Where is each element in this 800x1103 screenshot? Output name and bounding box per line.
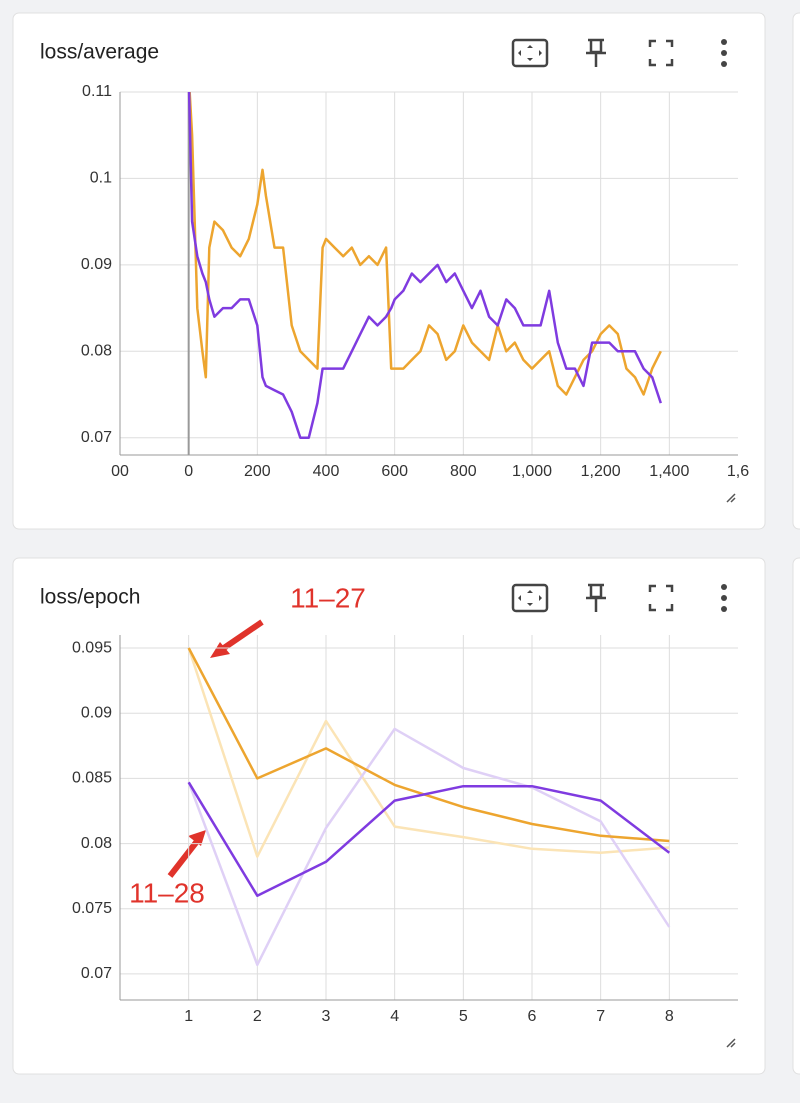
y-tick-label: 0.07 [81,429,112,446]
arrow-head [210,642,230,658]
series-line [187,781,671,897]
card-edge [792,12,800,530]
x-tick-label: 00 [111,463,129,480]
resize-handle[interactable] [726,493,736,503]
arrow-head [188,830,206,846]
x-tick-label: 5 [459,1008,468,1025]
x-tick-label: 800 [450,463,477,480]
fit-domain-button[interactable] [511,38,549,68]
y-tick-label: 0.095 [72,639,112,656]
series-group [187,647,671,967]
menu-button[interactable] [721,584,727,612]
series-line [187,647,670,843]
toolbar[interactable] [511,583,727,613]
x-tick-label: 8 [665,1008,674,1025]
menu-button[interactable] [721,39,727,67]
y-tick-label: 0.08 [81,835,112,852]
y-tick-label: 0.08 [81,343,112,360]
y-tick-label: 0.09 [81,704,112,721]
arrow [167,838,201,878]
pin-button[interactable] [586,38,606,67]
x-tick-label: 1,000 [512,463,552,480]
arrow [216,619,264,655]
y-tick-label: 0.11 [82,83,112,100]
x-tick-label: 200 [244,463,271,480]
fullscreen-button[interactable] [648,39,674,67]
y-tick-label: 0.085 [72,770,112,787]
series-line [187,647,670,858]
annotation: 11–27 [290,582,366,613]
x-tick-label: 6 [528,1008,537,1025]
y-tick-label: 0.09 [81,256,112,273]
series-group [187,92,662,439]
x-tick-label: 1,6 [727,463,749,480]
pin-button[interactable] [586,583,606,612]
card-edge [792,557,800,1075]
series-line [188,92,662,396]
toolbar[interactable] [511,38,727,68]
annotation: 11–28 [129,877,205,908]
x-tick-label: 2 [253,1008,262,1025]
x-tick-label: 4 [390,1008,399,1025]
x-tick-label: 0 [184,463,193,480]
series-line [187,727,671,967]
series-line [187,92,662,439]
x-tick-label: 1 [184,1008,193,1025]
x-tick-label: 3 [322,1008,331,1025]
x-tick-label: 400 [313,463,340,480]
x-tick-label: 1,200 [581,463,621,480]
y-tick-label: 0.075 [72,900,112,917]
fullscreen-button[interactable] [648,584,674,612]
x-tick-label: 600 [381,463,408,480]
y-tick-label: 0.07 [81,965,112,982]
card [12,12,766,530]
card-title: loss/epoch [40,586,140,609]
card-title: loss/average [40,41,159,64]
x-tick-label: 7 [596,1008,605,1025]
resize-handle[interactable] [726,1038,736,1048]
x-tick-label: 1,400 [649,463,689,480]
fit-domain-button[interactable] [511,583,549,613]
y-tick-label: 0.1 [90,170,112,187]
